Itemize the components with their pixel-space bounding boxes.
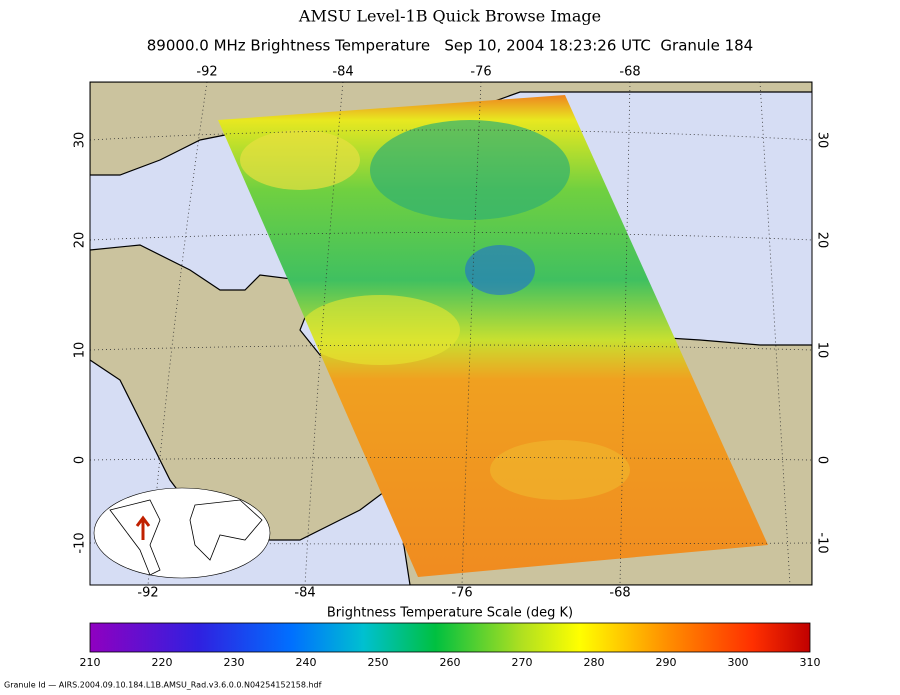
colorbar: [89, 622, 811, 653]
swath-feature: [490, 440, 630, 500]
swath-feature: [240, 130, 360, 190]
map-frame: [89, 81, 813, 586]
lat-label: 20: [815, 232, 830, 249]
colorbar-tick-label: 280: [584, 656, 605, 669]
colorbar-title: Brightness Temperature Scale (deg K): [327, 606, 573, 621]
lat-label: 10: [73, 342, 88, 359]
lat-label: 0: [815, 456, 830, 464]
map: [90, 82, 812, 585]
lat-label: 0: [73, 456, 88, 464]
lat-label: -10: [815, 532, 830, 553]
colorbar-tick-label: 250: [368, 656, 389, 669]
lon-label: -68: [609, 586, 630, 601]
lon-label: -76: [470, 65, 491, 80]
colorbar-tick-label: 260: [440, 656, 461, 669]
swath-feature: [300, 295, 460, 365]
subtitle: 89000.0 MHz Brightness Temperature Sep 1…: [147, 37, 753, 55]
lat-label: 10: [815, 342, 830, 359]
colorbar-tick-label: 220: [152, 656, 173, 669]
lon-label: -84: [332, 65, 353, 80]
colorbar-tick-label: 310: [800, 656, 821, 669]
lat-label: 30: [815, 132, 830, 149]
colorbar-tick-label: 290: [656, 656, 677, 669]
footer: Granule Id — AIRS.2004.09.10.184.L1B.AMS…: [4, 681, 322, 690]
colorbar-tick-label: 300: [728, 656, 749, 669]
lat-label: 30: [73, 132, 88, 149]
colorbar-tick-label: 240: [296, 656, 317, 669]
lat-label: 20: [73, 232, 88, 249]
lon-label: -92: [196, 65, 217, 80]
colorbar-tick-label: 270: [512, 656, 533, 669]
lat-label: -10: [73, 532, 88, 553]
lon-label: -76: [451, 586, 472, 601]
inset-globe: [93, 487, 271, 579]
lon-label: -92: [137, 586, 158, 601]
swath-feature: [370, 120, 570, 220]
lon-label: -84: [294, 586, 315, 601]
lon-label: -68: [619, 65, 640, 80]
colorbar-tick-label: 230: [224, 656, 245, 669]
colorbar-tick-label: 210: [80, 656, 101, 669]
swath-feature: [465, 245, 535, 295]
title: AMSU Level-1B Quick Browse Image: [298, 7, 601, 26]
